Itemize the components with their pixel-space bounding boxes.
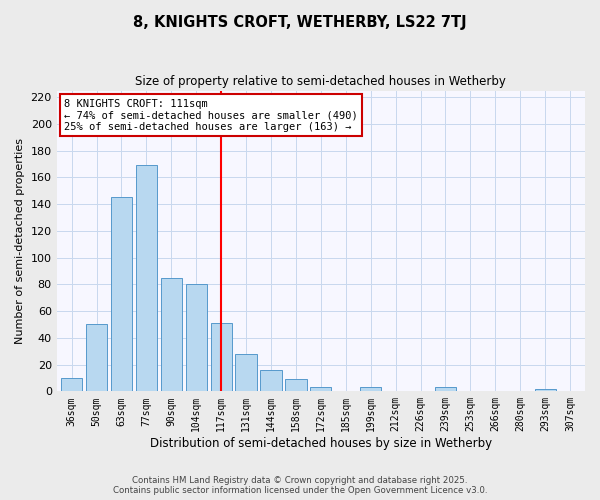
Bar <box>310 388 331 392</box>
Bar <box>360 388 381 392</box>
Text: Contains HM Land Registry data © Crown copyright and database right 2025.
Contai: Contains HM Land Registry data © Crown c… <box>113 476 487 495</box>
Bar <box>211 323 232 392</box>
Y-axis label: Number of semi-detached properties: Number of semi-detached properties <box>15 138 25 344</box>
Bar <box>435 388 456 392</box>
Title: Size of property relative to semi-detached houses in Wetherby: Size of property relative to semi-detach… <box>136 75 506 88</box>
X-axis label: Distribution of semi-detached houses by size in Wetherby: Distribution of semi-detached houses by … <box>150 437 492 450</box>
Text: 8, KNIGHTS CROFT, WETHERBY, LS22 7TJ: 8, KNIGHTS CROFT, WETHERBY, LS22 7TJ <box>133 15 467 30</box>
Bar <box>86 324 107 392</box>
Bar <box>136 166 157 392</box>
Bar <box>185 284 207 392</box>
Bar <box>111 198 132 392</box>
Bar <box>61 378 82 392</box>
Bar <box>286 380 307 392</box>
Bar <box>535 388 556 392</box>
Text: 8 KNIGHTS CROFT: 111sqm
← 74% of semi-detached houses are smaller (490)
25% of s: 8 KNIGHTS CROFT: 111sqm ← 74% of semi-de… <box>64 98 358 132</box>
Bar <box>161 278 182 392</box>
Bar <box>235 354 257 392</box>
Bar <box>260 370 281 392</box>
